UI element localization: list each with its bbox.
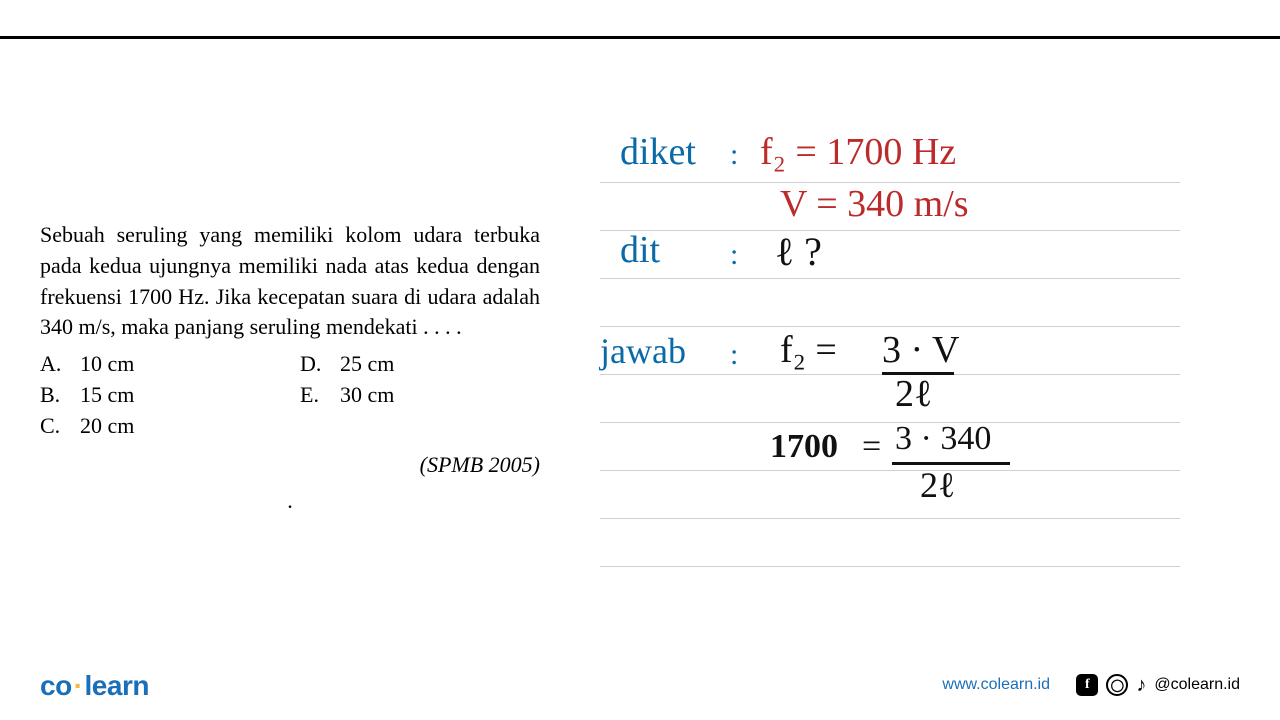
sub-eq: = <box>862 428 881 466</box>
options: A.10 cm B.15 cm C.20 cm D.25 cm E.30 cm <box>40 349 540 441</box>
logo-dot: · <box>74 670 83 701</box>
facebook-icon: f <box>1076 674 1098 696</box>
colon-2: : <box>730 238 738 272</box>
option-d: 25 cm <box>340 349 394 380</box>
sub-lhs: 1700 <box>770 428 838 466</box>
tiktok-icon: ♪ <box>1136 674 1146 696</box>
asked: ℓ ? <box>775 228 822 275</box>
top-divider <box>0 36 1280 39</box>
option-c: 20 cm <box>80 411 134 442</box>
question-block: Sebuah seruling yang memiliki kolom udar… <box>40 220 540 517</box>
dit-label: dit <box>620 228 660 272</box>
option-e: 30 cm <box>340 380 394 411</box>
handwritten-work: diket : f₂ = 1700 Hz V = 340 m/s dit : ℓ… <box>600 110 1260 600</box>
footer: co·learn www.colearn.id f ◯ ♪ @colearn.i… <box>0 662 1280 702</box>
sub-den: 2ℓ <box>920 464 955 506</box>
jawab-label: jawab <box>600 330 686 372</box>
formula-num: 3 · V <box>882 328 959 372</box>
f2-given: f₂ = 1700 Hz <box>760 130 956 174</box>
sub-num: 3 · 340 <box>895 420 991 458</box>
logo-co: co <box>40 670 72 701</box>
instagram-icon: ◯ <box>1106 674 1128 696</box>
social-handle: @colearn.id <box>1154 676 1240 694</box>
brand-logo: co·learn <box>40 670 149 702</box>
colon-1: : <box>730 138 738 172</box>
option-b: 15 cm <box>80 380 134 411</box>
diket-label: diket <box>620 130 696 174</box>
question-source: (SPMB 2005) <box>40 450 540 481</box>
colon-3: : <box>730 338 738 372</box>
footer-url: www.colearn.id <box>942 676 1050 694</box>
social-row: f ◯ ♪ @colearn.id <box>1076 674 1240 696</box>
formula-den: 2ℓ <box>895 372 932 416</box>
logo-learn: learn <box>85 670 149 701</box>
option-a: 10 cm <box>80 349 134 380</box>
formula-lhs: f₂ = <box>780 328 837 372</box>
question-text: Sebuah seruling yang memiliki kolom udar… <box>40 220 540 343</box>
v-given: V = 340 m/s <box>780 182 969 226</box>
stray-dot: . <box>40 486 540 517</box>
